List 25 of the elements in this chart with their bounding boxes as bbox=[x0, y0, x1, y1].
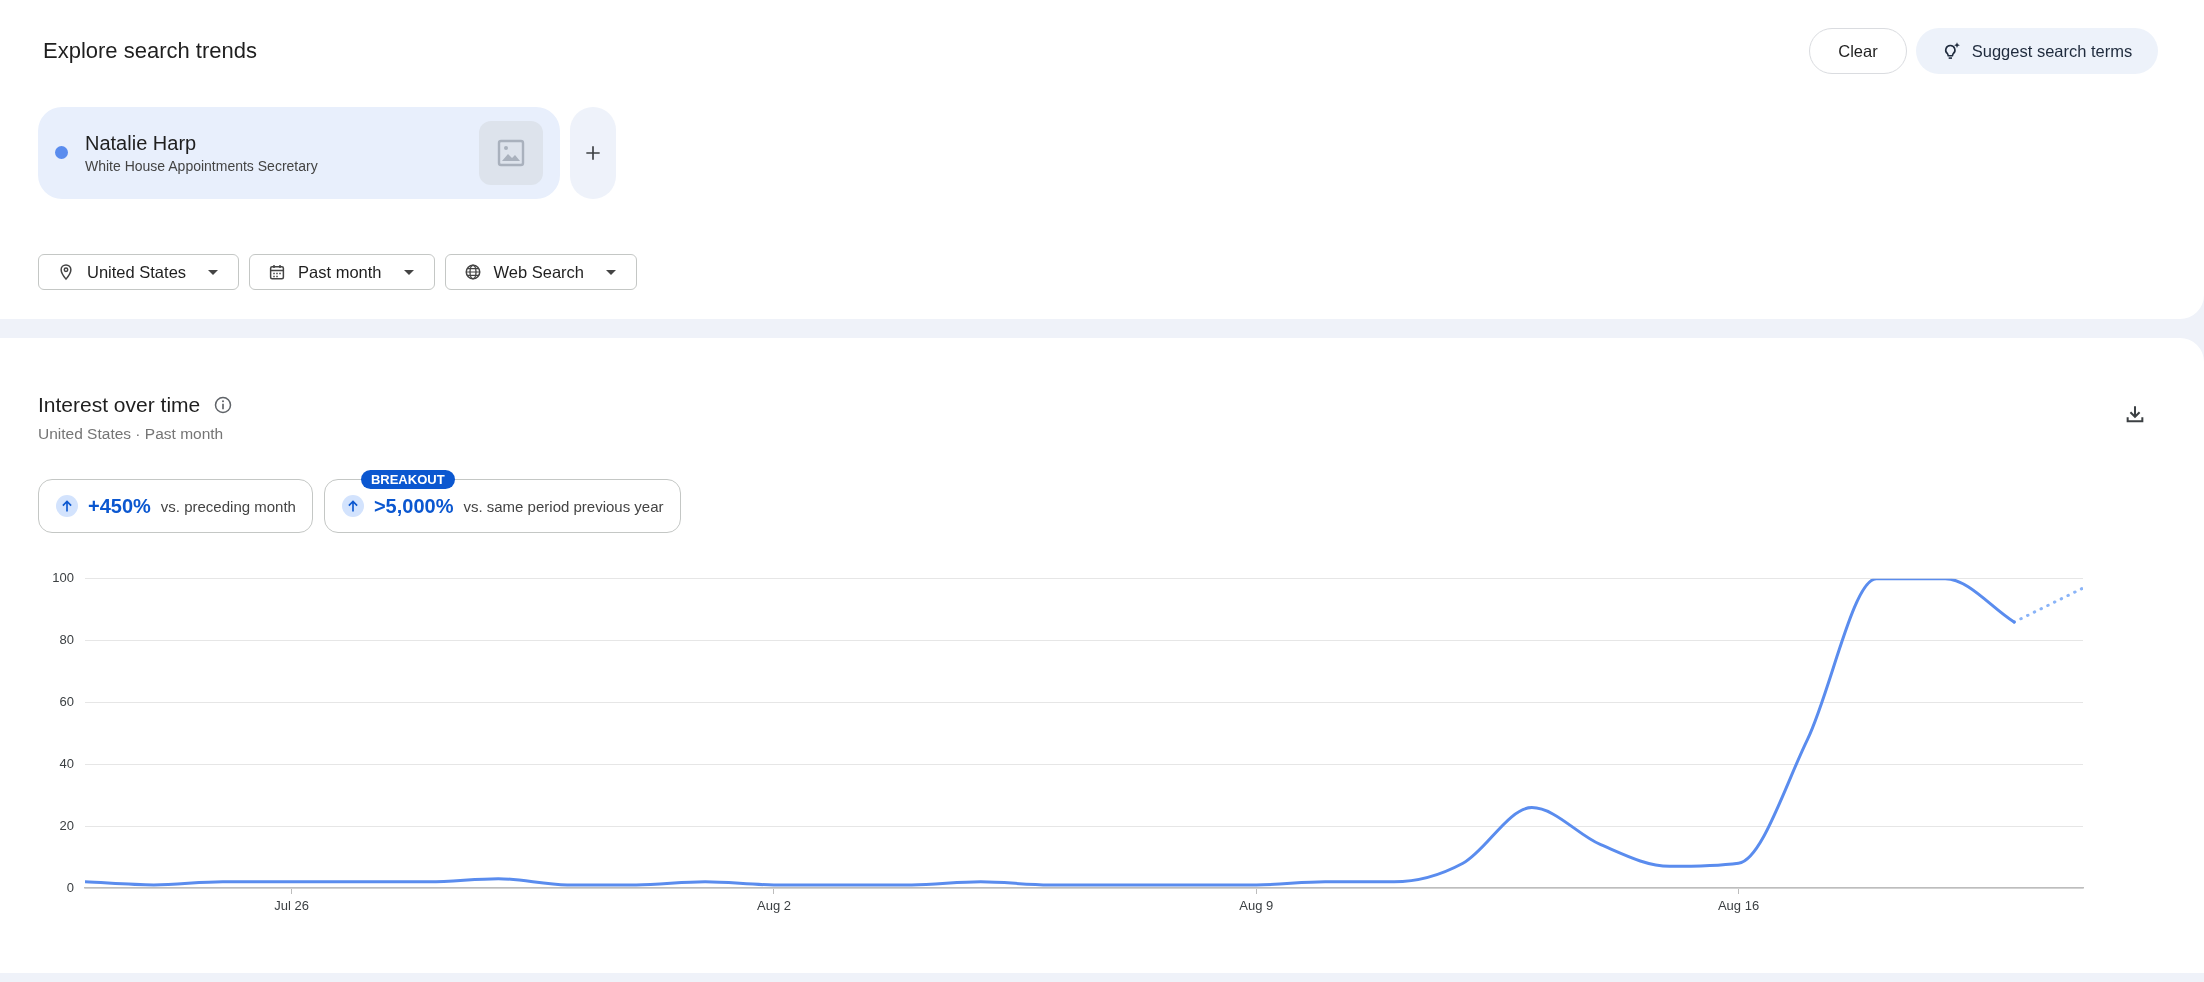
x-tick-label: Aug 16 bbox=[1717, 898, 1760, 914]
dropdown-button: Web Search bbox=[444, 254, 638, 290]
y-tick-label: 20 bbox=[59, 817, 74, 833]
chart-title: Interest over time bbox=[38, 392, 201, 418]
legend-label: Natalie Harp bbox=[85, 131, 197, 155]
text: White House Appointments Secretary bbox=[85, 157, 318, 175]
chart-subtitle: United States · Past month bbox=[38, 424, 224, 444]
x-tick-label: Jul 26 bbox=[274, 898, 310, 914]
text: +450% bbox=[88, 494, 151, 518]
dropdown-button: United States bbox=[38, 254, 240, 290]
y-tick-label: 100 bbox=[52, 570, 74, 586]
y-tick-label: 60 bbox=[59, 694, 74, 710]
line-series bbox=[85, 578, 2016, 887]
text: vs. same period previous year bbox=[463, 497, 664, 515]
text: Explore search trends bbox=[43, 38, 257, 64]
text: vs. preceding month bbox=[160, 497, 296, 515]
dropdown-button: Past month bbox=[249, 254, 435, 290]
y-tick-label: 0 bbox=[66, 879, 74, 895]
text: >5,000% bbox=[373, 494, 454, 518]
x-tick-label: Aug 9 bbox=[1239, 898, 1274, 914]
y-tick-label: 40 bbox=[59, 755, 74, 771]
text: BREAKOUT bbox=[360, 470, 455, 489]
x-tick-label: Aug 2 bbox=[756, 898, 791, 914]
y-tick-label: 80 bbox=[59, 632, 74, 648]
pill-button: Suggest search terms bbox=[1916, 28, 2158, 74]
